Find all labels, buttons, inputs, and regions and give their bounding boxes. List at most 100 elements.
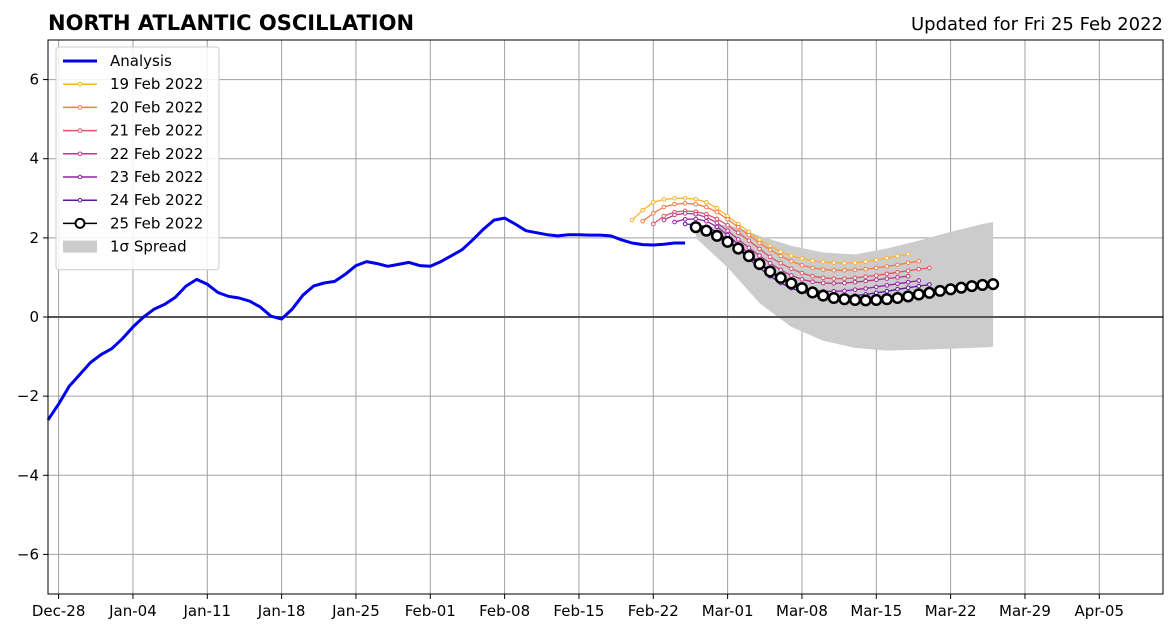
forecast-point <box>838 293 851 306</box>
forecast-point <box>891 291 904 305</box>
forecast-point <box>774 271 787 284</box>
forecast-point <box>767 254 773 260</box>
forecast-point <box>693 201 699 207</box>
forecast-point <box>831 260 837 266</box>
forecast-point <box>884 283 890 288</box>
forecast-point <box>852 279 858 285</box>
legend-spread-label: 1σ Spread <box>110 238 187 256</box>
forecast-point <box>700 224 713 237</box>
forecast-point <box>672 219 677 225</box>
legend-forecast-marker <box>77 197 83 203</box>
chart-title: NORTH ATLANTIC OSCILLATION <box>48 11 414 35</box>
analysis-line <box>46 216 686 421</box>
y-tick-label: 2 <box>29 229 39 247</box>
forecast-point <box>710 229 724 242</box>
forecast-point <box>757 246 762 252</box>
x-tick-label: Apr-05 <box>1075 602 1125 620</box>
y-tick-label: −4 <box>17 466 39 484</box>
forecast-point <box>757 253 762 258</box>
legend-forecast-marker <box>74 217 86 229</box>
spread-layer <box>695 222 994 351</box>
x-tick-label: Mar-29 <box>999 602 1051 620</box>
forecast-point <box>884 255 890 261</box>
y-tick-label: −2 <box>17 387 39 405</box>
x-tick-label: Feb-15 <box>553 602 604 620</box>
forecast-point <box>905 285 911 291</box>
series-layer <box>46 195 1000 421</box>
forecast-point <box>753 257 766 271</box>
forecast-point <box>746 245 752 251</box>
forecast-point <box>764 265 777 278</box>
forecast-point <box>661 197 667 202</box>
forecast-point <box>778 267 784 273</box>
forecast-point <box>831 268 837 273</box>
forecast-point <box>810 273 815 279</box>
forecast-point <box>895 275 900 280</box>
forecast-point <box>767 247 773 253</box>
forecast-point <box>767 260 773 266</box>
forecast-point <box>916 278 922 283</box>
forecast-point <box>629 217 635 223</box>
y-tick-label: 4 <box>29 150 39 168</box>
legend-forecast-label: 22 Feb 2022 <box>110 145 203 163</box>
forecast-point <box>884 288 890 294</box>
forecast-point <box>987 278 1000 291</box>
forecast-point <box>831 281 837 286</box>
forecast-point <box>661 204 667 210</box>
forecast-point <box>859 294 872 307</box>
x-tick-label: Feb-01 <box>405 602 456 620</box>
forecast-point <box>870 293 883 307</box>
forecast-point <box>650 211 656 216</box>
forecast-point <box>789 266 794 272</box>
forecast-point <box>778 253 784 259</box>
x-tick-label: Feb-08 <box>479 602 530 620</box>
x-tick-label: Jan-11 <box>182 602 231 620</box>
forecast-point <box>895 281 900 287</box>
forecast-point <box>682 211 688 216</box>
forecast-point <box>682 195 688 201</box>
x-tick-label: Jan-25 <box>331 602 380 620</box>
forecast-point <box>895 269 900 275</box>
forecast-point <box>714 205 720 211</box>
forecast-point <box>746 232 752 238</box>
forecast-point <box>852 260 858 266</box>
forecast-point <box>863 266 868 272</box>
forecast-point <box>852 267 858 273</box>
forecast-point <box>873 265 879 271</box>
forecast-point <box>714 220 720 226</box>
forecast-point <box>682 216 688 222</box>
forecast-point <box>873 273 879 278</box>
forecast-point <box>933 284 947 297</box>
forecast-point <box>689 221 702 234</box>
legend-spread-swatch <box>63 240 97 253</box>
forecast-point <box>902 290 915 303</box>
forecast-point <box>693 216 699 222</box>
forecast-point <box>785 277 798 290</box>
forecast-point <box>714 224 720 230</box>
forecast-point <box>944 283 957 296</box>
forecast-point <box>905 273 911 279</box>
forecast-point <box>810 258 815 264</box>
forecast-point <box>721 235 734 248</box>
forecast-point <box>735 237 741 242</box>
forecast-point <box>827 291 840 305</box>
forecast-point <box>672 195 677 201</box>
forecast-point <box>820 267 826 272</box>
forecast-point <box>789 253 794 258</box>
forecast-point <box>905 251 911 257</box>
forecast-point <box>842 280 847 286</box>
legend-forecast-label: 23 Feb 2022 <box>110 168 203 186</box>
forecast-point <box>923 286 936 299</box>
forecast-point <box>661 217 667 223</box>
x-tick-label: Dec-28 <box>32 602 86 620</box>
forecast-point <box>884 264 890 269</box>
forecast-point <box>704 218 709 224</box>
forecast-point <box>916 283 922 289</box>
forecast-point <box>693 211 699 217</box>
forecast-point <box>848 293 862 307</box>
forecast-point <box>795 282 809 295</box>
forecast-point <box>810 265 815 271</box>
forecast-point <box>884 271 890 277</box>
y-tick-label: 0 <box>29 308 39 326</box>
